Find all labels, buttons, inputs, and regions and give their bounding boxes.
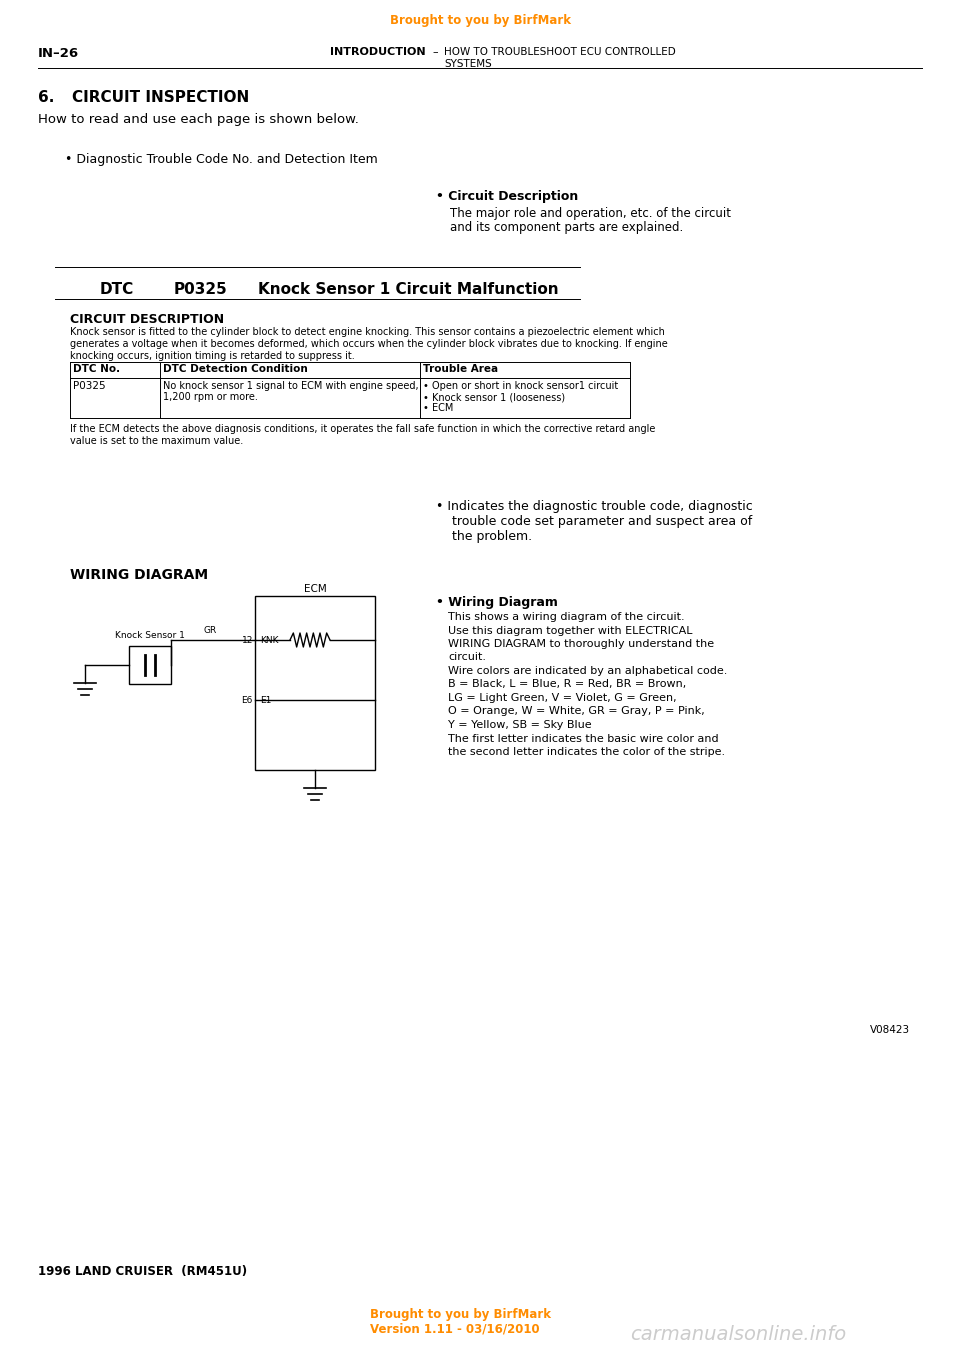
Text: value is set to the maximum value.: value is set to the maximum value. bbox=[70, 436, 243, 445]
Text: This shows a wiring diagram of the circuit.: This shows a wiring diagram of the circu… bbox=[448, 612, 684, 622]
Text: Knock Sensor 1 Circuit Malfunction: Knock Sensor 1 Circuit Malfunction bbox=[258, 282, 559, 297]
Text: Trouble Area: Trouble Area bbox=[423, 364, 498, 373]
Text: V08423: V08423 bbox=[870, 1025, 910, 1035]
Text: generates a voltage when it becomes deformed, which occurs when the cylinder blo: generates a voltage when it becomes defo… bbox=[70, 340, 668, 349]
Text: The first letter indicates the basic wire color and: The first letter indicates the basic wir… bbox=[448, 733, 719, 743]
Text: P0325: P0325 bbox=[174, 282, 228, 297]
Text: trouble code set parameter and suspect area of: trouble code set parameter and suspect a… bbox=[452, 515, 753, 528]
Text: ECM: ECM bbox=[303, 584, 326, 593]
Text: • Wiring Diagram: • Wiring Diagram bbox=[436, 596, 558, 608]
Text: Brought to you by BirfMark: Brought to you by BirfMark bbox=[370, 1308, 551, 1321]
Text: • Open or short in knock sensor1 circuit: • Open or short in knock sensor1 circuit bbox=[423, 382, 618, 391]
Text: IN–26: IN–26 bbox=[38, 48, 79, 60]
Text: and its component parts are explained.: and its component parts are explained. bbox=[450, 221, 684, 234]
Text: • Knock sensor 1 (looseness): • Knock sensor 1 (looseness) bbox=[423, 392, 565, 402]
Text: If the ECM detects the above diagnosis conditions, it operates the fall safe fun: If the ECM detects the above diagnosis c… bbox=[70, 424, 656, 435]
Text: INTRODUCTION: INTRODUCTION bbox=[330, 48, 425, 57]
Text: CIRCUIT INSPECTION: CIRCUIT INSPECTION bbox=[72, 90, 250, 105]
Text: Y = Yellow, SB = Sky Blue: Y = Yellow, SB = Sky Blue bbox=[448, 720, 591, 731]
Text: CIRCUIT DESCRIPTION: CIRCUIT DESCRIPTION bbox=[70, 312, 224, 326]
Text: carmanualsonline.info: carmanualsonline.info bbox=[630, 1325, 846, 1344]
Text: E6: E6 bbox=[242, 697, 253, 705]
Text: Use this diagram together with ELECTRICAL: Use this diagram together with ELECTRICA… bbox=[448, 626, 692, 636]
Text: WIRING DIAGRAM: WIRING DIAGRAM bbox=[70, 568, 208, 583]
Text: SYSTEMS: SYSTEMS bbox=[444, 58, 492, 69]
Text: 1,200 rpm or more.: 1,200 rpm or more. bbox=[163, 392, 258, 402]
Text: Wire colors are indicated by an alphabetical code.: Wire colors are indicated by an alphabet… bbox=[448, 665, 728, 676]
Text: KNK: KNK bbox=[260, 636, 278, 645]
Text: WIRING DIAGRAM to thoroughly understand the: WIRING DIAGRAM to thoroughly understand … bbox=[448, 640, 714, 649]
Text: Version 1.11 - 03/16/2010: Version 1.11 - 03/16/2010 bbox=[370, 1323, 540, 1336]
Text: DTC No.: DTC No. bbox=[73, 364, 120, 373]
Text: GR: GR bbox=[203, 626, 216, 636]
Text: the problem.: the problem. bbox=[452, 530, 532, 543]
Text: Brought to you by BirfMark: Brought to you by BirfMark bbox=[390, 14, 570, 27]
Text: • Indicates the diagnostic trouble code, diagnostic: • Indicates the diagnostic trouble code,… bbox=[436, 500, 753, 513]
Text: circuit.: circuit. bbox=[448, 652, 486, 663]
Text: The major role and operation, etc. of the circuit: The major role and operation, etc. of th… bbox=[450, 206, 731, 220]
Text: DTC: DTC bbox=[100, 282, 134, 297]
Text: knocking occurs, ignition timing is retarded to suppress it.: knocking occurs, ignition timing is reta… bbox=[70, 350, 355, 361]
Bar bbox=[129, 646, 171, 684]
Text: E1: E1 bbox=[260, 697, 272, 705]
Text: LG = Light Green, V = Violet, G = Green,: LG = Light Green, V = Violet, G = Green, bbox=[448, 693, 677, 703]
Text: P0325: P0325 bbox=[73, 382, 106, 391]
Text: No knock sensor 1 signal to ECM with engine speed,: No knock sensor 1 signal to ECM with eng… bbox=[163, 382, 419, 391]
Text: –: – bbox=[432, 48, 438, 57]
Text: B = Black, L = Blue, R = Red, BR = Brown,: B = Black, L = Blue, R = Red, BR = Brown… bbox=[448, 679, 686, 690]
Text: 12: 12 bbox=[242, 636, 253, 645]
Text: 6.: 6. bbox=[38, 90, 55, 105]
Text: How to read and use each page is shown below.: How to read and use each page is shown b… bbox=[38, 113, 359, 126]
Text: Knock sensor is fitted to the cylinder block to detect engine knocking. This sen: Knock sensor is fitted to the cylinder b… bbox=[70, 327, 665, 337]
Text: • Diagnostic Trouble Code No. and Detection Item: • Diagnostic Trouble Code No. and Detect… bbox=[65, 153, 377, 166]
Text: 1996 LAND CRUISER  (RM451U): 1996 LAND CRUISER (RM451U) bbox=[38, 1266, 247, 1278]
Text: the second letter indicates the color of the stripe.: the second letter indicates the color of… bbox=[448, 747, 725, 756]
Text: O = Orange, W = White, GR = Gray, P = Pink,: O = Orange, W = White, GR = Gray, P = Pi… bbox=[448, 706, 705, 717]
Text: • Circuit Description: • Circuit Description bbox=[436, 190, 578, 202]
Text: Knock Sensor 1: Knock Sensor 1 bbox=[115, 631, 185, 640]
Text: HOW TO TROUBLESHOOT ECU CONTROLLED: HOW TO TROUBLESHOOT ECU CONTROLLED bbox=[444, 48, 676, 57]
Text: DTC Detection Condition: DTC Detection Condition bbox=[163, 364, 308, 373]
Text: • ECM: • ECM bbox=[423, 403, 453, 413]
Bar bbox=[255, 596, 375, 770]
